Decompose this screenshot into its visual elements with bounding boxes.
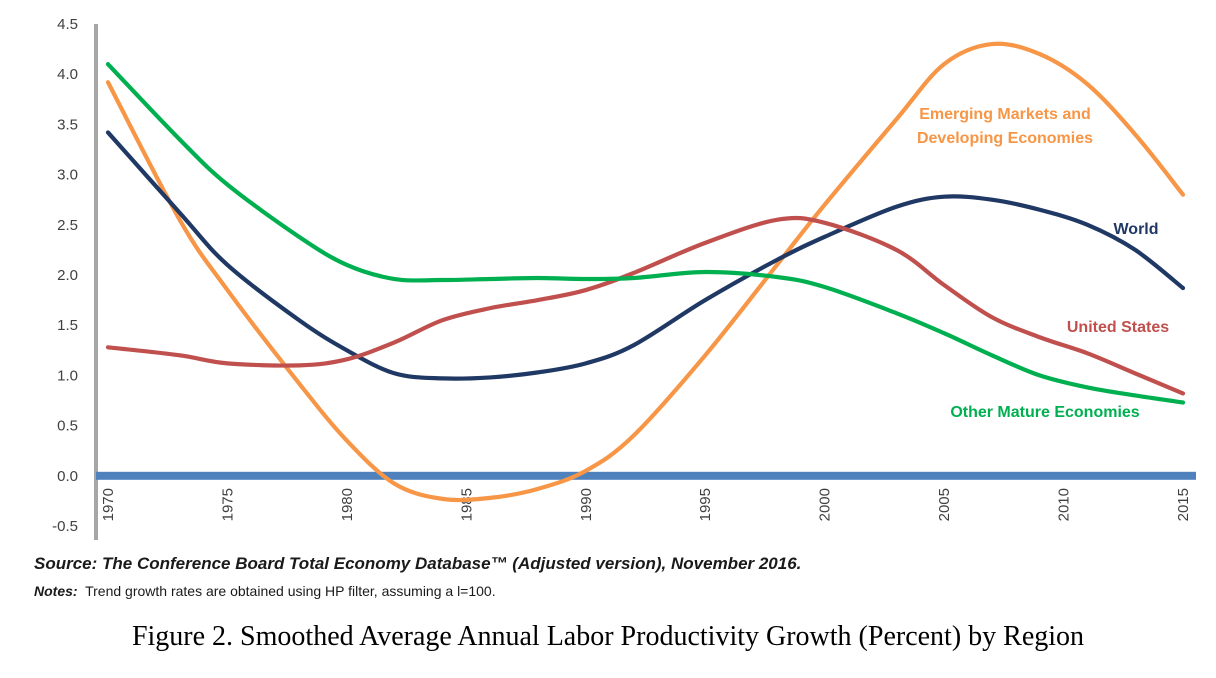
- y-tick-label: -0.5: [52, 518, 78, 535]
- y-tick-label: 3.0: [57, 167, 78, 184]
- notes: Notes: Trend growth rates are obtained u…: [34, 583, 496, 599]
- x-tick-label: 1985: [458, 488, 475, 521]
- x-tick-label: 1970: [100, 488, 117, 521]
- series-label-emerging-markets-and-developing-economies: Emerging Markets and: [919, 106, 1091, 123]
- zero-baseline: [96, 471, 1196, 480]
- y-tick-label: 1.0: [57, 367, 78, 384]
- y-tick-label: 4.0: [57, 66, 78, 83]
- x-tick-label: 1975: [219, 488, 236, 521]
- y-tick-label: 2.0: [57, 267, 78, 284]
- series-line-world: [105, 130, 1186, 381]
- y-tick-label: 2.5: [57, 217, 78, 234]
- notes-label: Notes:: [34, 583, 78, 599]
- x-tick-label: 2010: [1056, 488, 1073, 521]
- series-lines: [105, 41, 1186, 503]
- series-label-united-states: United States: [1067, 319, 1169, 336]
- x-tick-label: 2015: [1175, 488, 1192, 521]
- series-label-emerging-markets-and-developing-economies: Developing Economies: [917, 130, 1093, 147]
- y-tick-label: 3.5: [57, 116, 78, 133]
- y-tick-label: 1.5: [57, 317, 78, 334]
- notes-text: Trend growth rates are obtained using HP…: [85, 583, 496, 599]
- source-note: Source: The Conference Board Total Econo…: [34, 554, 802, 573]
- x-axis-ticks: 1970 1975 1980 1985 1990 1995 2000 2005 2010 2015: [100, 488, 1192, 521]
- series-label-world: World: [1113, 221, 1158, 238]
- figure-caption: Figure 2. Smoothed Average Annual Labor …: [131, 621, 1085, 652]
- y-tick-label: 0.0: [57, 468, 78, 485]
- series-line-other-mature-economies: [105, 62, 1186, 405]
- line-chart: -0.50.00.51.01.52.02.53.03.54.04.5 1970 1…: [52, 16, 1196, 540]
- x-tick-label: 2000: [817, 488, 834, 521]
- x-tick-label: 1980: [339, 488, 356, 521]
- series-line-united-states: [105, 215, 1186, 396]
- series-labels: Emerging Markets and Developing Economies…: [917, 106, 1169, 421]
- y-tick-label: 4.5: [57, 16, 78, 33]
- y-axis-ticks: -0.5 0.0 0.5 1.0 1.5 2.0 2.5 3.0 3.5 4.0 4.5: [52, 16, 78, 535]
- x-tick-label: 2005: [936, 488, 953, 521]
- x-tick-label: 1995: [697, 488, 714, 521]
- y-tick-label: 0.5: [57, 418, 78, 435]
- series-label-other-mature-economies: Other Mature Economies: [950, 404, 1139, 421]
- x-tick-label: 1990: [578, 488, 595, 521]
- series-line-emerging-markets-and-developing-economies: [105, 41, 1186, 503]
